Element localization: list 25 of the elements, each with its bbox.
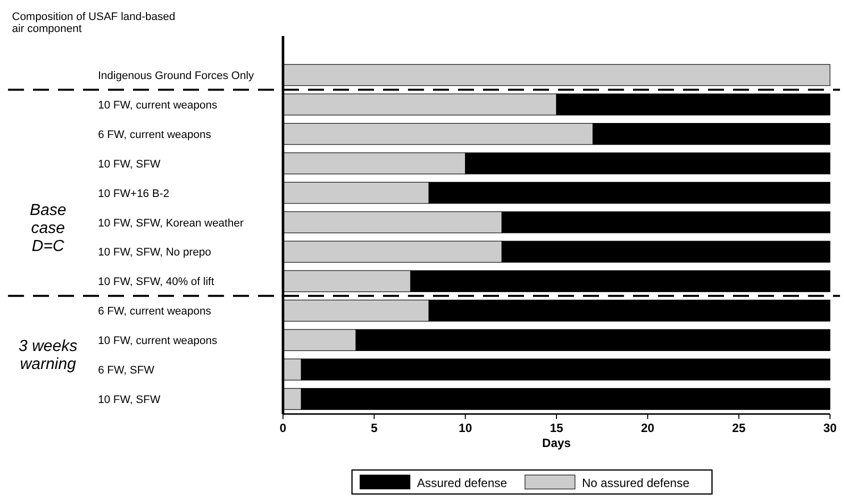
y-tick-label: 6 FW, current weapons (98, 128, 212, 141)
text: Composition of USAF land-based air component (12, 11, 176, 35)
x-tick-label: 10 (458, 421, 472, 435)
x-tick-label: 5 (370, 421, 378, 435)
y-tick-label: 10 FW, SFW, 40% of lift (98, 276, 214, 288)
y-tick-label: Indigenous Ground Forces Only (98, 70, 254, 82)
x-tick-label: 30 (823, 421, 837, 435)
text: Base case D=C (30, 202, 66, 256)
y-tick-label: 10 FW, current weapons (98, 99, 218, 112)
y-tick-label: 10 FW, SFW, Korean weather (98, 217, 244, 230)
y-tick-label: 6 FW, SFW (98, 364, 155, 377)
x-tick-label: 25 (732, 421, 746, 435)
x-tick-label: 20 (640, 421, 655, 435)
legend-label: Assured defense (417, 476, 508, 490)
x-tick-label: 0 (280, 421, 287, 435)
y-tick-label: 10 FW, SFW (98, 158, 161, 170)
x-tick-label: 15 (550, 421, 564, 435)
y-tick-label: 10 FW, SFW (98, 394, 161, 406)
y-tick-label: 10 FW, current weapons (98, 335, 218, 348)
y-tick-label: 6 FW, current weapons (98, 306, 212, 318)
text: 3 weeks warning (18, 338, 78, 373)
y-tick-label: 10 FW+16 B-2 (98, 188, 170, 200)
x-axis-title: Days (542, 436, 572, 450)
y-tick-label: 10 FW, SFW, No prepo (98, 246, 212, 259)
legend-label: No assured defense (582, 476, 690, 490)
